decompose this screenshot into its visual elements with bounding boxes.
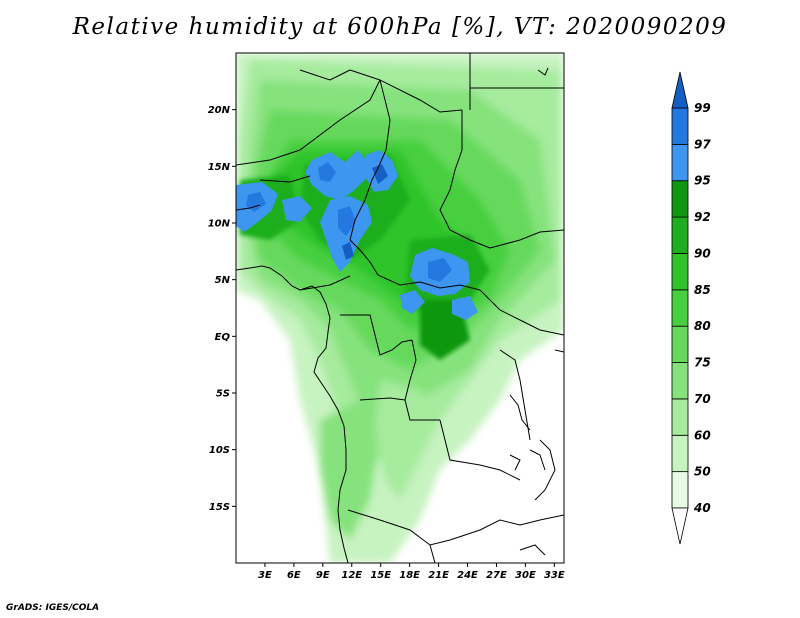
lat-tick-label: EQ	[215, 332, 231, 343]
colorbar-segment	[671, 143, 689, 182]
map-title: Relative humidity at 600hPa [%], VT: 202…	[72, 14, 728, 40]
colorbar-above-triangle	[671, 71, 689, 109]
lat-tick-label: 15S	[209, 502, 230, 513]
lat-tick-label: 15N	[208, 162, 231, 173]
country-boundaries	[236, 53, 564, 563]
colorbar-segment	[671, 362, 689, 400]
lon-tick-label: 9E	[316, 570, 330, 581]
colorbar-label: 50	[694, 465, 711, 479]
lon-tick-label: 12E	[341, 570, 362, 581]
lon-tick-label: 30E	[515, 570, 536, 581]
lat-tick-label: 20N	[208, 105, 231, 116]
colorbar-label: 85	[694, 283, 711, 297]
lon-tick-label: 15E	[370, 570, 391, 581]
colorbar-label: 95	[694, 174, 711, 188]
longitude-axis: 3E 6E 9E 12E 15E 18E 21E 24E 27E 30E 33E	[258, 563, 565, 581]
colorbar-segment	[671, 434, 689, 473]
colorbar-below-triangle	[671, 507, 689, 545]
lon-tick-label: 3E	[258, 570, 272, 581]
saturation-patches	[236, 150, 478, 320]
colorbar-segment	[671, 325, 689, 363]
colorbar-segment	[671, 289, 689, 327]
lon-tick-label: 6E	[287, 570, 301, 581]
lon-tick-label: 33E	[544, 570, 565, 581]
map-frame	[235, 52, 565, 564]
colorbar-label: 90	[694, 246, 711, 260]
colorbar-segment	[671, 107, 689, 145]
grads-credit: GrADS: IGES/COLA	[6, 603, 100, 613]
lon-tick-label: 24E	[457, 570, 478, 581]
lon-tick-label: 21E	[428, 570, 449, 581]
latitude-axis: 20N 15N 10N 5N EQ 5S 10S 15S	[208, 105, 236, 513]
colorbar-segment	[671, 398, 689, 436]
colorbar-label: 75	[694, 356, 711, 370]
colorbar-segment	[671, 216, 689, 254]
colorbar-label: 60	[694, 428, 711, 442]
colorbar-label: 99	[694, 101, 711, 115]
colorbar-segment	[671, 180, 689, 218]
colorbar-label: 70	[694, 392, 711, 406]
colorbar-label: 92	[694, 210, 711, 224]
colorbar-label: 40	[693, 501, 711, 515]
colorbar-segment	[671, 253, 689, 291]
lat-tick-label: 10S	[209, 445, 230, 456]
colorbar: 40 50 60 70 75 80 85 90 92 95 97 99	[671, 71, 711, 545]
lon-tick-label: 27E	[486, 570, 507, 581]
colorbar-label: 80	[694, 319, 711, 333]
colorbar-label: 97	[694, 137, 711, 151]
lat-tick-label: 5S	[216, 389, 230, 400]
lat-tick-label: 10N	[208, 219, 231, 230]
lat-tick-label: 5N	[215, 275, 231, 286]
colorbar-segment	[671, 471, 689, 509]
humidity-field	[236, 53, 564, 563]
lon-tick-label: 18E	[399, 570, 420, 581]
